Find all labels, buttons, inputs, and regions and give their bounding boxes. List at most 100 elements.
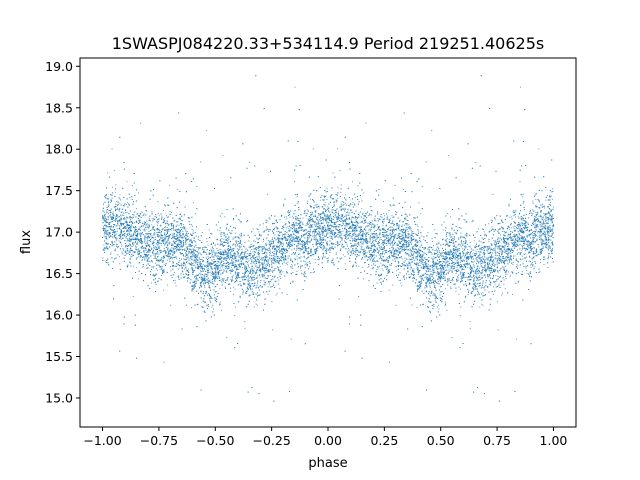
data-point [431, 238, 433, 240]
data-point [149, 233, 151, 235]
data-point [336, 217, 338, 219]
data-point [210, 266, 212, 268]
data-point [196, 186, 198, 187]
data-point [300, 227, 302, 229]
data-point [278, 262, 280, 264]
data-point [281, 248, 283, 250]
data-point [120, 238, 122, 240]
data-point [157, 222, 159, 224]
data-point [465, 283, 467, 285]
data-point [275, 294, 277, 296]
data-point [183, 225, 185, 227]
data-point [408, 225, 410, 227]
data-point [400, 241, 402, 243]
data-point [411, 267, 412, 269]
data-point [221, 251, 223, 253]
data-point [496, 242, 498, 244]
data-point [239, 266, 241, 268]
data-point [469, 327, 471, 329]
data-point [140, 246, 142, 248]
data-point [162, 261, 164, 263]
data-point [365, 232, 367, 234]
data-point [305, 249, 306, 251]
data-point [224, 286, 226, 288]
data-point [493, 248, 495, 250]
data-point [461, 268, 463, 269]
data-point [378, 265, 380, 267]
data-point [349, 203, 351, 205]
data-point [337, 186, 339, 188]
data-point [392, 226, 394, 228]
data-point [256, 249, 258, 251]
data-point [540, 204, 541, 206]
data-point [406, 243, 408, 245]
data-point [449, 269, 451, 271]
data-point [403, 244, 405, 246]
data-point [532, 253, 534, 255]
data-point [491, 222, 493, 224]
data-point [340, 216, 342, 218]
data-point [408, 261, 410, 263]
data-point [328, 211, 330, 212]
data-point [533, 256, 535, 258]
data-point [256, 271, 258, 273]
data-point [521, 222, 523, 224]
data-point [187, 246, 189, 247]
data-point [509, 216, 511, 218]
data-point [458, 274, 460, 276]
data-point [241, 267, 243, 269]
data-point [263, 283, 265, 285]
data-point [138, 262, 140, 264]
data-point [469, 273, 471, 275]
data-point [323, 238, 325, 240]
data-point [182, 234, 184, 236]
data-point [382, 227, 384, 229]
data-point [201, 279, 202, 280]
data-point [209, 280, 211, 282]
data-point [542, 250, 544, 252]
data-point [514, 240, 516, 242]
data-point [487, 268, 489, 269]
data-point [546, 217, 548, 219]
data-point [256, 237, 258, 239]
data-point [157, 269, 159, 271]
data-point [179, 257, 180, 259]
data-point [219, 259, 221, 260]
data-point [358, 296, 360, 297]
data-point [169, 184, 171, 186]
data-point [511, 237, 513, 239]
data-point [166, 215, 167, 217]
data-point [365, 122, 367, 124]
data-point [361, 227, 362, 229]
data-point [244, 327, 246, 329]
data-point [370, 255, 372, 257]
data-point [267, 248, 269, 250]
data-point [442, 252, 444, 254]
data-point [392, 259, 394, 261]
data-point [464, 234, 466, 236]
data-point [456, 257, 458, 259]
data-point [458, 237, 460, 239]
data-point [325, 249, 327, 251]
data-point [543, 226, 545, 228]
data-point [543, 233, 545, 235]
data-point [408, 241, 410, 243]
data-point [485, 276, 486, 278]
data-point [416, 259, 418, 261]
data-point [232, 237, 234, 239]
data-point [333, 212, 335, 214]
data-point [252, 251, 254, 253]
data-point [189, 239, 191, 241]
data-point [185, 304, 187, 306]
data-point [322, 255, 324, 257]
data-point [392, 245, 394, 247]
data-point [531, 242, 533, 244]
data-point [408, 234, 410, 236]
data-point [240, 253, 242, 255]
data-point [322, 247, 324, 249]
data-point [166, 226, 168, 228]
data-point [525, 250, 527, 252]
data-point [323, 204, 325, 205]
data-point [292, 241, 294, 243]
data-point [240, 261, 242, 263]
